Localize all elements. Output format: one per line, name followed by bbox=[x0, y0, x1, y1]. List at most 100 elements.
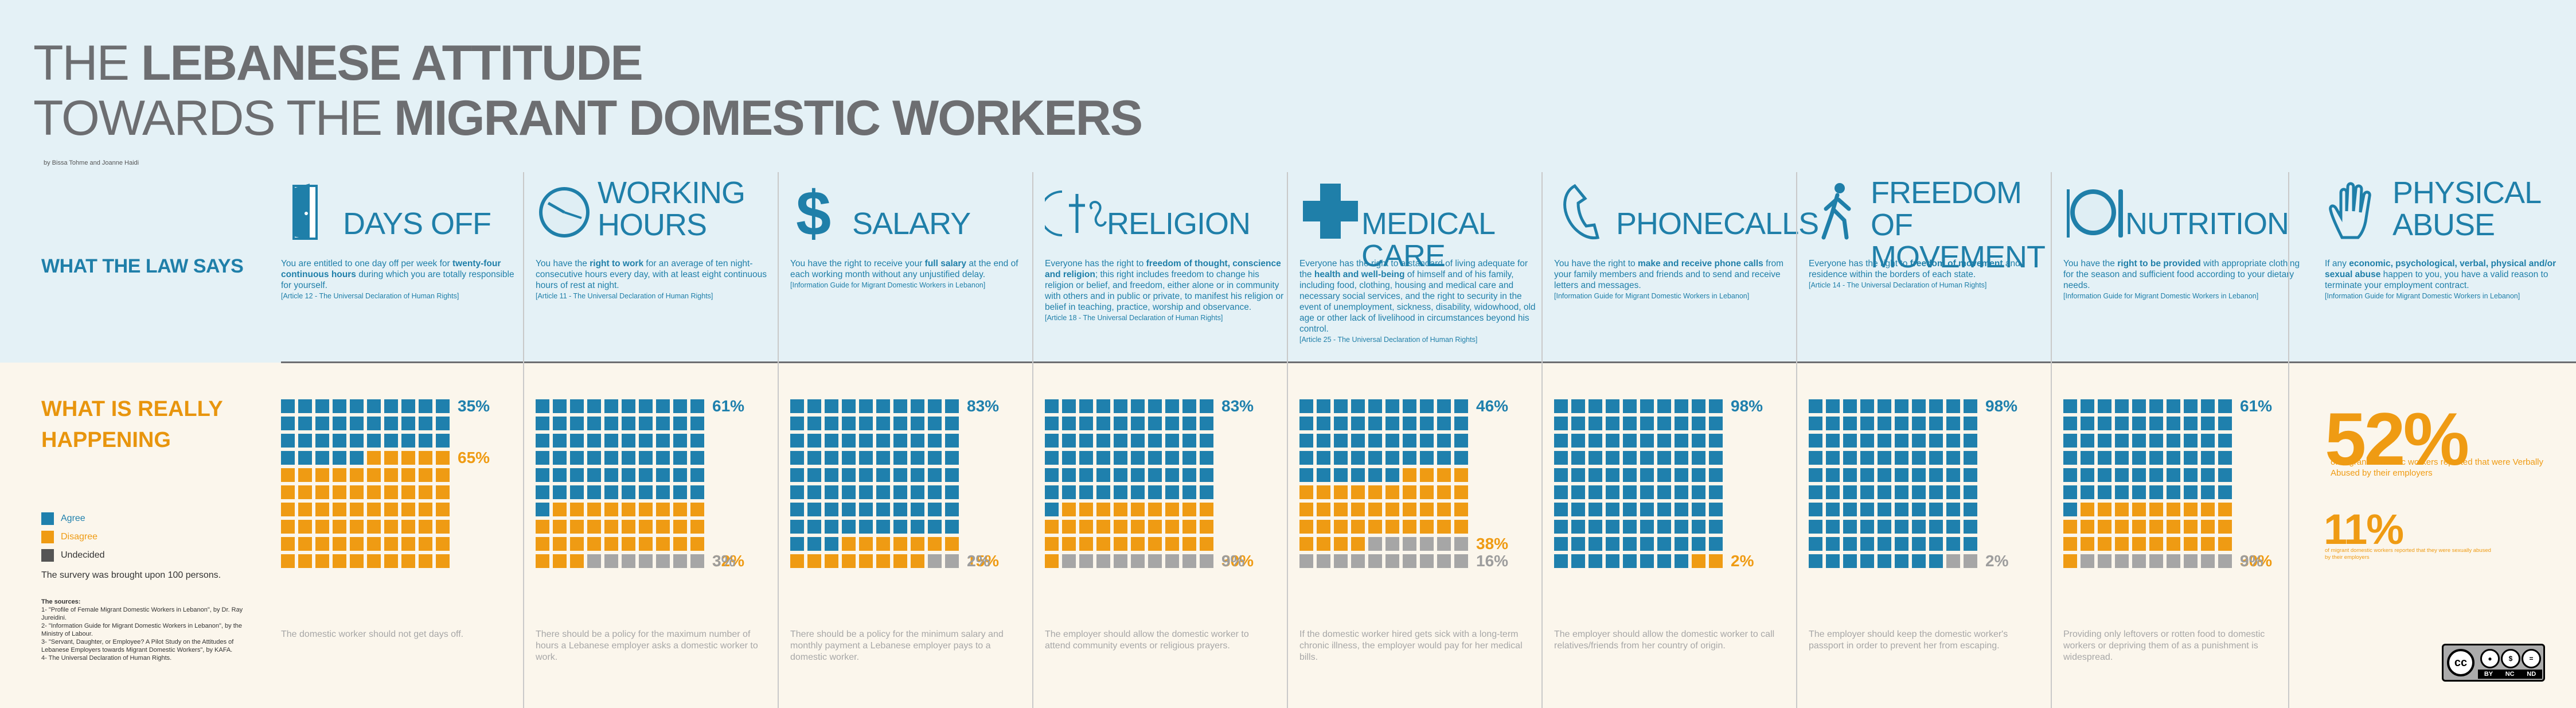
waffle-cell-disagree bbox=[553, 503, 567, 516]
waffle-cell-agree bbox=[1148, 399, 1162, 413]
waffle-cell-agree bbox=[298, 399, 312, 413]
waffle-cell-agree bbox=[1554, 417, 1568, 430]
waffle-cell-agree bbox=[1334, 417, 1348, 430]
waffle-cell-disagree bbox=[1368, 520, 1382, 534]
waffle-cell-agree bbox=[1148, 417, 1162, 430]
waffle-cell-agree bbox=[1640, 485, 1654, 499]
waffle-cell-disagree bbox=[2063, 537, 2077, 551]
waffle-cell-disagree bbox=[367, 503, 381, 516]
waffle-cell-disagree bbox=[2115, 520, 2129, 534]
waffle-cell-agree bbox=[553, 485, 567, 499]
waffle-cell-agree bbox=[2167, 399, 2180, 413]
waffle-cell-agree bbox=[2098, 417, 2111, 430]
percent-agree: 61% bbox=[712, 397, 745, 415]
waffle-cell-agree bbox=[1826, 399, 1840, 413]
survey-statement: There should be a policy for the maximum… bbox=[536, 629, 758, 662]
waffle-cell-agree bbox=[1675, 399, 1688, 413]
waffle-cell-agree bbox=[2201, 434, 2215, 448]
waffle-cell-disagree bbox=[1368, 485, 1382, 499]
waffle-cell-agree bbox=[2063, 399, 2077, 413]
waffle-cell-agree bbox=[1079, 417, 1093, 430]
waffle-cell-disagree bbox=[281, 503, 295, 516]
waffle-cell-agree bbox=[1368, 434, 1382, 448]
waffle-cell-disagree bbox=[656, 503, 670, 516]
waffle-cell-agree bbox=[570, 399, 584, 413]
waffle-cell-disagree bbox=[419, 451, 432, 465]
waffle-cell-undecided bbox=[1200, 554, 1213, 568]
waffle-cell-agree bbox=[2063, 485, 2077, 499]
waffle-cell-agree bbox=[807, 537, 821, 551]
waffle-cell-agree bbox=[1709, 503, 1723, 516]
waffle-cell-agree bbox=[2167, 485, 2180, 499]
waffle-cell-disagree bbox=[333, 537, 346, 551]
waffle-cell-agree bbox=[1114, 451, 1127, 465]
waffle-cell-agree bbox=[1165, 451, 1179, 465]
waffle-cell-agree bbox=[1588, 399, 1602, 413]
waffle-cell-agree bbox=[2201, 485, 2215, 499]
waffle-cell-disagree bbox=[1045, 554, 1059, 568]
waffle-cell-agree bbox=[790, 468, 804, 482]
waffle-cell-disagree bbox=[1317, 485, 1330, 499]
waffle-chart bbox=[536, 399, 704, 568]
waffle-cell-agree bbox=[876, 399, 890, 413]
waffle-cell-agree bbox=[928, 520, 942, 534]
waffle-cell-agree bbox=[1403, 417, 1416, 430]
waffle-cell-disagree bbox=[604, 520, 618, 534]
waffle-cell-agree bbox=[1809, 451, 1822, 465]
waffle-cell-undecided bbox=[1165, 554, 1179, 568]
waffle-cell-disagree bbox=[1131, 537, 1145, 551]
waffle-cell-undecided bbox=[2184, 554, 2198, 568]
waffle-cell-agree bbox=[807, 503, 821, 516]
waffle-cell-disagree bbox=[298, 554, 312, 568]
waffle-cell-undecided bbox=[1437, 537, 1451, 551]
waffle-cell-disagree bbox=[1351, 520, 1365, 534]
waffle-cell-agree bbox=[1826, 485, 1840, 499]
waffle-cell-disagree bbox=[1079, 520, 1093, 534]
waffle-cell-agree bbox=[825, 537, 838, 551]
waffle-cell-agree bbox=[639, 468, 653, 482]
waffle-cell-agree bbox=[1964, 503, 1977, 516]
waffle-cell-agree bbox=[419, 399, 432, 413]
waffle-cell-agree bbox=[1809, 520, 1822, 534]
waffle-cell-disagree bbox=[1200, 503, 1213, 516]
waffle-cell-agree bbox=[536, 485, 549, 499]
waffle-cell-agree bbox=[436, 434, 450, 448]
waffle-cell-disagree bbox=[1182, 537, 1196, 551]
waffle-cell-agree bbox=[2184, 434, 2198, 448]
waffle-cell-disagree bbox=[367, 554, 381, 568]
waffle-cell-disagree bbox=[436, 554, 450, 568]
cc-labels: BY NC ND bbox=[2478, 670, 2542, 679]
percent-disagree: 38% bbox=[1476, 535, 1509, 553]
waffle-cell-agree bbox=[1165, 417, 1179, 430]
waffle-cell-agree bbox=[1929, 537, 1943, 551]
waffle-cell-agree bbox=[2098, 485, 2111, 499]
waffle-cell-agree bbox=[570, 485, 584, 499]
waffle-cell-agree bbox=[622, 434, 635, 448]
waffle-cell-undecided bbox=[622, 554, 635, 568]
title-line2-light: TOWARDS THE bbox=[33, 91, 395, 146]
waffle-cell-disagree bbox=[401, 468, 415, 482]
waffle-cell-agree bbox=[2081, 434, 2094, 448]
waffle-cell-agree bbox=[859, 485, 873, 499]
waffle-cell-agree bbox=[315, 399, 329, 413]
waffle-cell-agree bbox=[876, 434, 890, 448]
waffle-cell-disagree bbox=[2081, 503, 2094, 516]
waffle-cell-agree bbox=[1299, 451, 1313, 465]
category-title-line1: MEDICAL CARE bbox=[1361, 207, 1494, 273]
waffle-cell-agree bbox=[2201, 399, 2215, 413]
waffle-cell-agree bbox=[945, 485, 959, 499]
column-salary: $ SALARY You have the right to receive you… bbox=[790, 172, 1045, 708]
waffle-cell-agree bbox=[1809, 503, 1822, 516]
waffle-cell-disagree bbox=[1317, 537, 1330, 551]
waffle-cell-agree bbox=[790, 485, 804, 499]
waffle-cell-agree bbox=[2149, 399, 2163, 413]
waffle-cell-agree bbox=[1079, 399, 1093, 413]
law-text: You are entitled to one day off per week… bbox=[281, 259, 514, 300]
waffle-cell-agree bbox=[1368, 399, 1382, 413]
waffle-cell-agree bbox=[1368, 468, 1382, 482]
waffle-cell-disagree bbox=[1182, 520, 1196, 534]
waffle-cell-disagree bbox=[622, 537, 635, 551]
waffle-cell-agree bbox=[419, 417, 432, 430]
waffle-cell-disagree bbox=[419, 468, 432, 482]
waffle-cell-disagree bbox=[298, 520, 312, 534]
